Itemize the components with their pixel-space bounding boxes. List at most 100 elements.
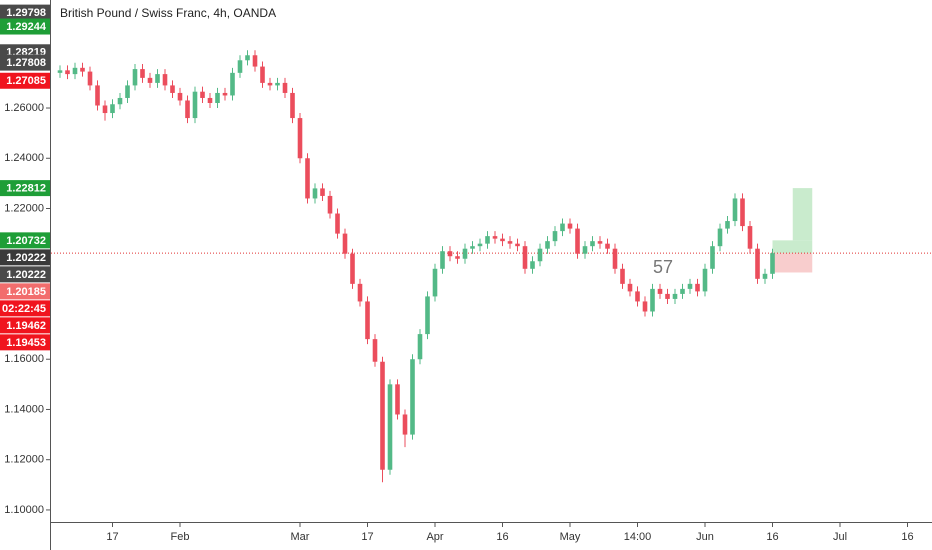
candle-body xyxy=(65,70,70,75)
candle-body xyxy=(575,228,580,254)
candle-body xyxy=(687,283,693,289)
candle-body xyxy=(492,236,498,239)
x-tick-label: Apr xyxy=(426,531,443,543)
candle-body xyxy=(282,82,288,93)
x-tick-label: May xyxy=(560,531,581,543)
candle-body xyxy=(260,66,265,83)
price-badge-label: 1.27808 xyxy=(6,57,46,69)
candle-body xyxy=(290,92,295,119)
candle-body xyxy=(230,72,235,96)
candle-body xyxy=(125,85,130,98)
x-tick-label: Mar xyxy=(291,531,310,543)
price-badge xyxy=(0,72,50,89)
price-labels: 1.297981.292441.282191.278081.270851.228… xyxy=(0,4,50,351)
candle-body xyxy=(72,67,78,75)
price-badge-label: 1.20222 xyxy=(6,269,46,281)
candle-body xyxy=(770,253,775,274)
x-tick-label: Jun xyxy=(696,531,714,543)
y-tick-label: 1.12000 xyxy=(4,454,44,466)
candle-body xyxy=(462,248,468,259)
candle-body xyxy=(57,70,63,73)
plot-area xyxy=(51,50,932,483)
candle-body xyxy=(410,359,415,435)
candle-body xyxy=(582,246,588,254)
candle-body xyxy=(620,268,625,284)
candle-body xyxy=(590,241,595,247)
candle-body xyxy=(357,283,363,302)
candle-body xyxy=(485,236,490,244)
price-badge-label: 1.20222 xyxy=(6,252,46,264)
candle-body xyxy=(447,251,453,257)
candle-body xyxy=(387,384,393,470)
price-badge-label: 1.27085 xyxy=(6,75,46,87)
candle-body xyxy=(380,361,385,470)
price-badge xyxy=(0,334,50,351)
candle-body xyxy=(222,92,228,96)
candle-body xyxy=(740,198,745,227)
candle-body xyxy=(470,246,475,249)
price-badge-label: 1.29244 xyxy=(6,21,47,33)
price-badge-label: 1.19453 xyxy=(6,337,46,349)
candle-body xyxy=(702,268,708,292)
candle-body xyxy=(170,85,175,93)
candle-body xyxy=(402,414,408,435)
candle-body xyxy=(455,256,460,259)
candle-body xyxy=(177,92,183,101)
candle-body xyxy=(530,261,535,269)
candle-body xyxy=(440,251,445,269)
annotation: 57 xyxy=(653,257,673,277)
x-tick-label: 16 xyxy=(496,531,508,543)
candle-body xyxy=(627,283,633,292)
candle-body xyxy=(162,74,168,86)
candle-body xyxy=(102,105,108,114)
candle-body xyxy=(110,104,115,114)
price-badge-label: 1.29798 xyxy=(6,7,46,19)
y-tick-label: 1.26000 xyxy=(4,102,44,114)
candle-body xyxy=(477,243,483,247)
candle-body xyxy=(732,198,738,222)
candle-body xyxy=(515,243,520,247)
price-badge xyxy=(0,54,50,71)
candle-body xyxy=(672,293,678,299)
y-tick-label: 1.22000 xyxy=(4,202,44,214)
candle-body xyxy=(710,246,715,269)
candle-body xyxy=(200,91,205,98)
candle-body xyxy=(432,268,438,297)
price-badge-label: 1.19462 xyxy=(6,320,46,332)
candle-body xyxy=(537,248,543,262)
x-tick-label: Jul xyxy=(833,531,847,543)
candle-body xyxy=(192,91,198,119)
price-badge xyxy=(0,266,50,283)
candle-body xyxy=(335,213,340,234)
candle-body xyxy=(350,253,355,284)
price-badge xyxy=(0,4,50,21)
position-target xyxy=(792,188,813,241)
candle-body xyxy=(207,97,213,103)
candle-body xyxy=(87,71,93,86)
candle-body xyxy=(155,74,160,83)
chart-title: British Pound / Swiss Franc, 4h, OANDA xyxy=(60,6,276,20)
candle-body xyxy=(605,243,610,249)
price-badge-label: 02:22:45 xyxy=(2,303,46,315)
candle-body xyxy=(747,226,753,249)
candle-body xyxy=(245,55,250,61)
candle-body xyxy=(665,293,670,299)
price-badge xyxy=(0,249,50,266)
candle-body xyxy=(297,118,303,159)
x-tick-label: 17 xyxy=(106,531,118,543)
candle-body xyxy=(642,301,648,312)
candle-body xyxy=(252,55,258,67)
price-badge-label: 1.20185 xyxy=(6,286,46,298)
price-badge xyxy=(0,300,50,317)
candle-body xyxy=(327,195,333,214)
x-tick-label: 16 xyxy=(901,531,913,543)
candle-body xyxy=(140,69,145,78)
candle-body xyxy=(522,246,528,269)
x-tick-label: 17 xyxy=(361,531,373,543)
candle-body xyxy=(320,188,325,196)
candle-body xyxy=(545,241,550,249)
candle-body xyxy=(567,223,573,229)
candle-body xyxy=(560,223,565,232)
price-badge xyxy=(0,232,50,249)
